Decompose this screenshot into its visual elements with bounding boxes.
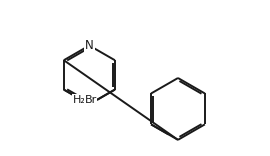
Text: N: N	[85, 39, 94, 52]
Text: Br: Br	[85, 95, 97, 105]
Text: H₂N: H₂N	[73, 95, 94, 105]
